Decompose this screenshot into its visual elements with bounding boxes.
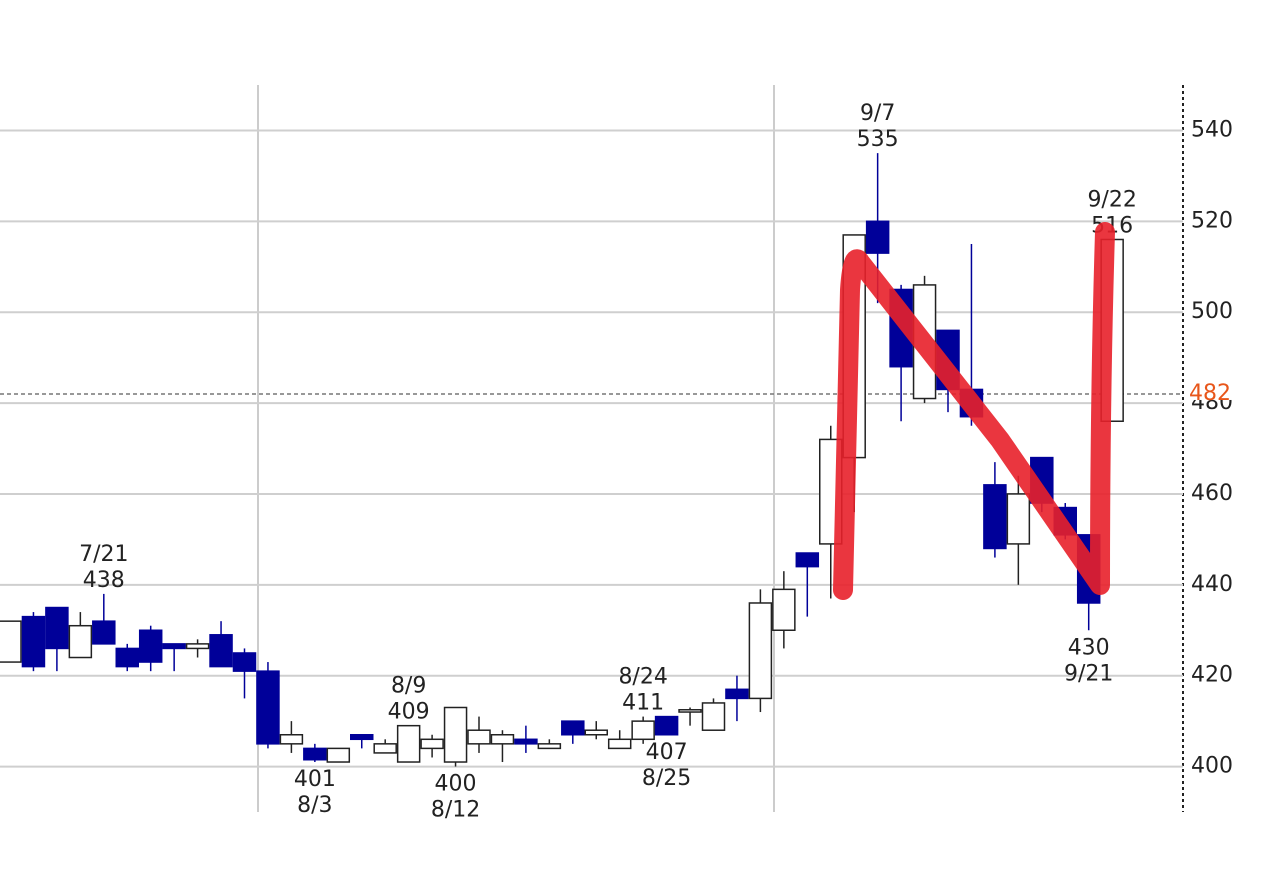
candle-body — [514, 738, 538, 745]
candle-body — [701, 702, 726, 731]
candle-body — [303, 747, 327, 761]
candle-body — [92, 620, 116, 645]
y-tick-label: 540 — [1191, 117, 1233, 142]
candle-body — [795, 552, 820, 568]
candle-body — [584, 729, 608, 736]
candle-body — [420, 738, 444, 750]
annotation-date: 8/24 — [618, 665, 667, 690]
candle-body — [772, 588, 796, 632]
candle-body — [256, 670, 280, 745]
annotation-value: 401 — [294, 767, 336, 792]
candle-body — [279, 734, 304, 745]
annotation-date: 8/3 — [297, 793, 332, 818]
candle-body — [607, 738, 632, 750]
candle-body — [21, 615, 46, 668]
y-tick-label: 520 — [1191, 208, 1233, 233]
annotation-value: 411 — [622, 691, 664, 716]
candle-body — [983, 484, 1007, 550]
candle-body — [209, 634, 233, 668]
annotation-value: 430 — [1068, 635, 1110, 660]
candle-body — [631, 720, 655, 741]
current-price-bg — [1187, 380, 1233, 400]
y-tick-label: 440 — [1191, 572, 1233, 597]
candle-body — [561, 720, 585, 736]
annotation-date: 9/22 — [1087, 187, 1136, 212]
y-tick-label: 420 — [1191, 663, 1233, 688]
candle-body — [537, 743, 562, 750]
candle-body — [162, 643, 186, 650]
annotation-date: 8/12 — [431, 798, 480, 823]
candle-body — [443, 706, 468, 763]
y-tick-label: 460 — [1191, 481, 1233, 506]
annotation-value: 407 — [646, 740, 688, 765]
y-tick-label: 400 — [1191, 754, 1233, 779]
annotation-date: 7/21 — [79, 542, 128, 567]
candle-body — [654, 715, 679, 736]
candle-body — [326, 747, 351, 763]
y-tick-label: 500 — [1191, 299, 1233, 324]
candle-body — [115, 647, 139, 668]
candle-body — [748, 602, 773, 700]
candle-body — [490, 734, 515, 745]
candle-body — [467, 729, 491, 745]
n-pattern-drawing — [833, 222, 1115, 600]
candle-body — [232, 652, 257, 672]
annotation-value: 400 — [435, 772, 477, 797]
candle-body — [373, 743, 397, 754]
candle-body — [396, 724, 421, 763]
annotation-value: 438 — [83, 568, 125, 593]
candle-body — [185, 643, 210, 650]
candle-body — [138, 629, 163, 663]
annotation-value: 535 — [857, 127, 899, 152]
annotation-date: 9/7 — [860, 101, 895, 126]
candle-body — [865, 220, 890, 254]
candle-body — [0, 620, 22, 663]
candle-body — [725, 688, 749, 700]
annotation-date: 8/25 — [642, 766, 691, 791]
candle-body — [68, 624, 93, 659]
candle-body — [1006, 493, 1031, 545]
current-price-label: 482 — [1189, 381, 1231, 406]
candle-body — [678, 709, 702, 713]
annotation-date: 9/21 — [1064, 661, 1113, 686]
candle-body — [350, 734, 374, 741]
annotation-value: 409 — [388, 700, 430, 725]
annotation-date: 8/9 — [391, 674, 426, 699]
candle-body — [45, 606, 69, 650]
